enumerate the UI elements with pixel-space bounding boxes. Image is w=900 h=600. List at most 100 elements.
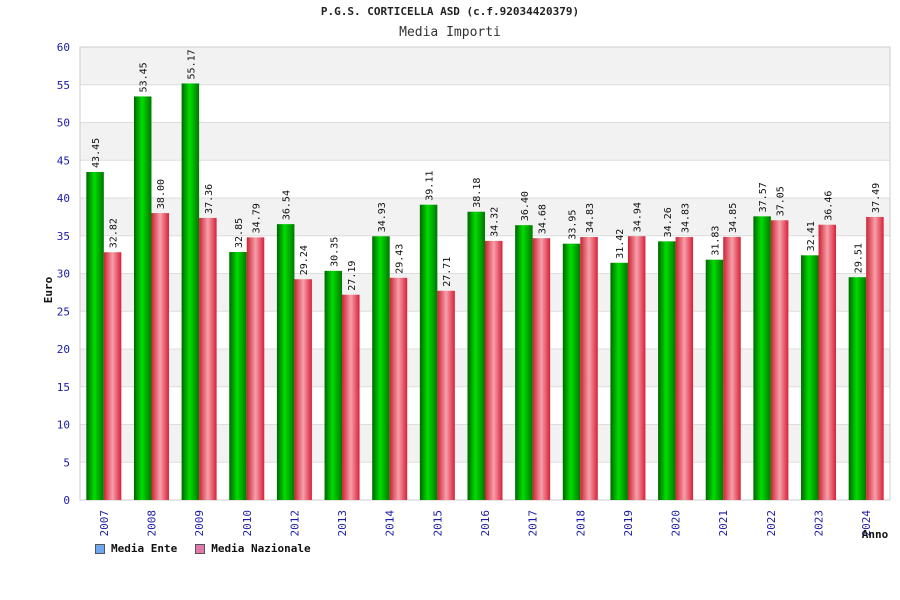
bar-media-ente <box>562 243 581 501</box>
data-label: 32.85 <box>234 218 245 248</box>
data-label: 34.26 <box>663 207 674 237</box>
bar-media-ente <box>515 225 533 500</box>
x-tick-label: 2016 <box>479 510 492 537</box>
bar-media-ente <box>133 96 152 500</box>
x-tick-label: 2010 <box>241 510 254 537</box>
grid-band <box>80 47 890 85</box>
data-label: 31.83 <box>710 226 721 256</box>
y-tick-label: 60 <box>57 41 70 54</box>
bar-media-ente <box>610 262 628 500</box>
grid-band <box>80 160 890 198</box>
bar-media-nazionale <box>818 224 837 501</box>
data-label: 32.82 <box>109 218 120 248</box>
data-label: 29.43 <box>394 244 405 274</box>
legend-label: Media Nazionale <box>211 542 311 555</box>
bar-media-nazionale <box>103 252 122 500</box>
y-tick-label: 35 <box>57 230 70 243</box>
grid-band <box>80 122 890 161</box>
bar-media-nazionale <box>246 237 265 500</box>
x-tick-label: 2020 <box>670 510 683 537</box>
y-tick-label: 0 <box>63 494 70 507</box>
x-tick-label: 2009 <box>193 510 206 537</box>
legend-swatch-media-nazionale <box>195 543 206 554</box>
data-label: 34.79 <box>252 203 263 233</box>
data-label: 29.24 <box>299 245 310 275</box>
bar-media-nazionale <box>770 220 789 500</box>
data-label: 53.45 <box>139 62 150 92</box>
bar-media-ente <box>86 171 104 500</box>
bar-media-ente <box>372 236 390 500</box>
bar-media-ente <box>229 251 247 500</box>
bar-media-ente <box>467 211 485 500</box>
data-label: 39.11 <box>425 171 436 201</box>
bar-media-ente <box>658 241 676 500</box>
x-tick-label: 2022 <box>765 510 778 537</box>
bar-media-ente <box>753 216 771 500</box>
data-label: 27.19 <box>347 261 358 291</box>
data-label: 27.71 <box>442 257 453 287</box>
bar-media-nazionale <box>723 236 741 500</box>
data-label: 34.83 <box>680 203 691 233</box>
data-label: 36.46 <box>823 191 834 221</box>
data-label: 30.35 <box>329 237 340 267</box>
bar-media-nazionale <box>627 236 646 500</box>
y-tick-label: 20 <box>57 343 70 356</box>
x-tick-label: 2012 <box>288 510 301 537</box>
x-tick-label: 2013 <box>336 510 349 537</box>
x-tick-label: 2015 <box>431 510 444 537</box>
x-tick-label: 2023 <box>813 510 826 537</box>
legend-item-media-nazionale: Media Nazionale <box>195 542 311 555</box>
y-tick-label: 10 <box>57 419 70 432</box>
legend: Media Ente Media Nazionale <box>95 542 311 555</box>
data-label: 37.36 <box>204 184 215 214</box>
x-tick-label: 2021 <box>717 510 730 537</box>
legend-label: Media Ente <box>111 542 178 555</box>
y-tick-label: 25 <box>57 305 70 318</box>
data-label: 37.05 <box>776 186 787 216</box>
y-tick-label: 50 <box>57 117 70 130</box>
data-label: 36.40 <box>520 191 531 221</box>
bar-media-nazionale <box>866 216 884 500</box>
data-label: 37.57 <box>758 182 769 212</box>
y-axis-label: Euro <box>42 276 55 303</box>
data-label: 33.95 <box>568 210 579 240</box>
bar-media-nazionale <box>485 240 503 500</box>
bar-media-ente <box>419 204 438 501</box>
x-tick-label: 2008 <box>145 510 158 537</box>
bar-media-nazionale <box>151 213 169 500</box>
data-label: 38.00 <box>156 179 167 209</box>
bar-media-nazionale <box>675 237 694 500</box>
x-tick-label: 2018 <box>574 510 587 537</box>
y-tick-label: 30 <box>57 268 70 281</box>
data-label: 29.51 <box>853 243 864 273</box>
bar-media-nazionale <box>342 294 360 500</box>
bar-media-ente <box>848 277 867 500</box>
y-tick-label: 15 <box>57 381 70 394</box>
grid-band <box>80 84 890 123</box>
bar-media-nazionale <box>389 277 408 500</box>
bar-media-nazionale <box>437 290 455 500</box>
legend-swatch-media-ente <box>95 543 105 554</box>
bar-media-nazionale <box>199 217 217 500</box>
x-tick-label: 2014 <box>384 510 397 537</box>
y-tick-label: 55 <box>57 79 70 92</box>
bar-media-nazionale <box>294 279 312 500</box>
data-label: 34.68 <box>537 204 548 234</box>
y-tick-label: 45 <box>57 154 70 167</box>
bar-media-ente <box>705 259 724 500</box>
data-label: 38.18 <box>472 178 483 208</box>
x-tick-label: 2007 <box>98 510 111 537</box>
bar-media-nazionale <box>532 238 551 500</box>
data-label: 34.32 <box>490 207 501 237</box>
y-tick-label: 5 <box>63 456 70 469</box>
chart-title: P.G.S. CORTICELLA ASD (c.f.92034420379) <box>320 5 580 18</box>
data-label: 31.42 <box>615 229 626 259</box>
x-tick-label: 2017 <box>527 510 540 537</box>
bar-media-ente <box>324 270 343 500</box>
legend-item-media-ente: Media Ente <box>95 542 177 555</box>
data-label: 34.85 <box>728 203 739 233</box>
data-label: 36.54 <box>282 190 293 220</box>
data-label: 37.49 <box>871 183 882 213</box>
data-label: 34.93 <box>377 202 388 232</box>
